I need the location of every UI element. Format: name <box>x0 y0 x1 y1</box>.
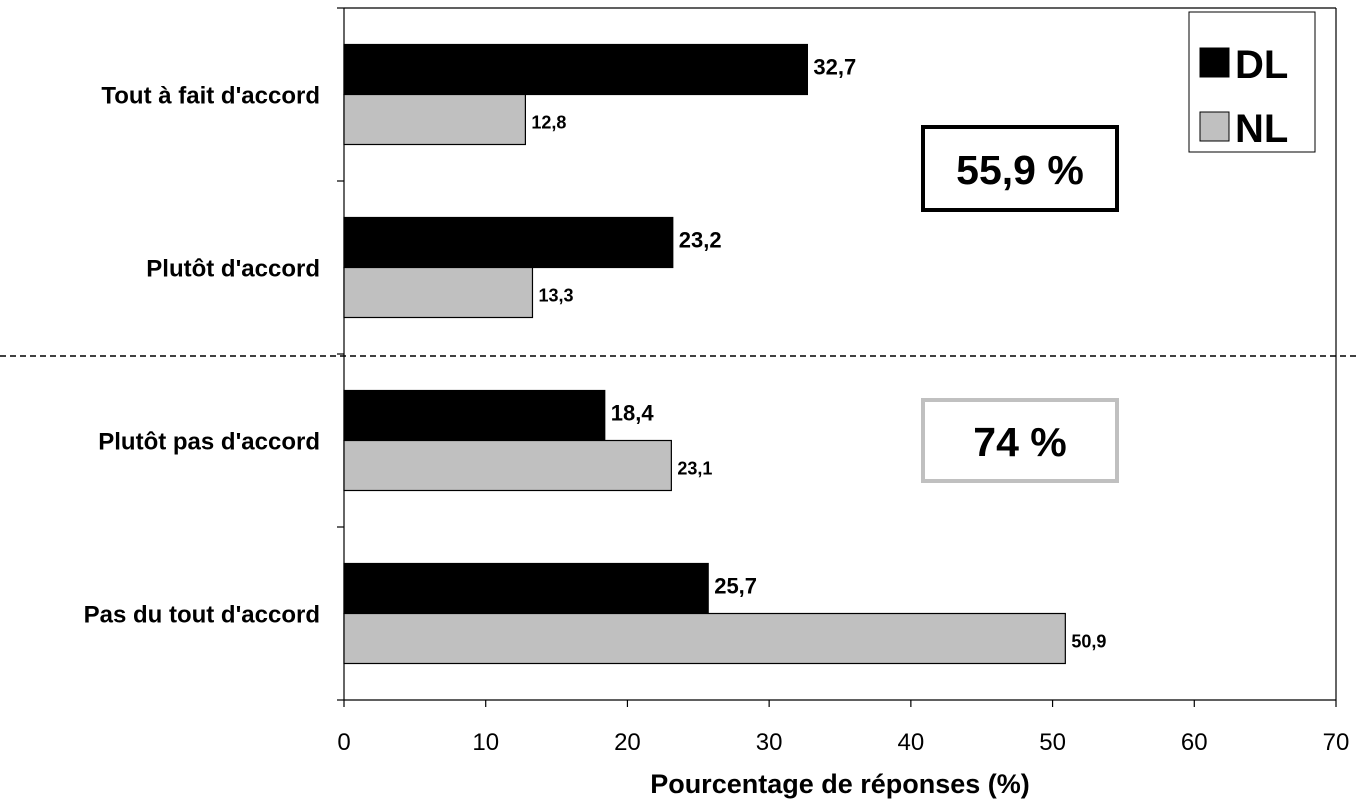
x-tick-label: 40 <box>898 729 925 756</box>
data-label-dl: 18,4 <box>611 401 655 426</box>
legend-label-dl: DL <box>1235 43 1288 87</box>
annotation-disagree-text: 74 % <box>973 419 1066 465</box>
category-label: Pas du tout d'accord <box>84 602 320 629</box>
data-label-nl: 50,9 <box>1071 632 1106 652</box>
category-label: Tout à fait d'accord <box>101 83 320 110</box>
legend-label-nl: NL <box>1235 107 1288 151</box>
annotation-box-agree: 55,9 % <box>921 125 1119 212</box>
bar-nl <box>343 93 526 146</box>
legend: DL NL <box>1188 11 1316 153</box>
data-label-dl: 23,2 <box>679 228 722 253</box>
x-tick-label: 10 <box>472 729 499 756</box>
legend-swatch-dl <box>1199 47 1230 78</box>
x-tick-label: 30 <box>756 729 783 756</box>
annotation-box-disagree: 74 % <box>921 398 1119 483</box>
data-label-nl: 13,3 <box>538 286 573 306</box>
bar-nl <box>343 266 534 319</box>
annotation-agree-text: 55,9 % <box>956 147 1084 193</box>
data-label-dl: 32,7 <box>813 55 856 80</box>
category-label: Plutôt pas d'accord <box>98 429 320 456</box>
x-tick-label: 50 <box>1039 729 1066 756</box>
data-label-nl: 23,1 <box>677 459 712 479</box>
x-tick-label: 0 <box>337 729 350 756</box>
labels: Tout à fait d'accord 32,7 12,8 Plutôt d'acc… <box>84 55 1107 652</box>
x-tick-label: 70 <box>1323 729 1350 756</box>
axes: 0 10 20 30 40 50 60 70 <box>337 7 1350 756</box>
bar-dl <box>343 216 674 269</box>
data-label-nl: 12,8 <box>531 113 566 133</box>
bar-dl <box>343 43 809 96</box>
bars <box>343 43 1066 665</box>
x-tick-label: 60 <box>1181 729 1208 756</box>
bar-nl <box>343 439 672 492</box>
bar-dl <box>343 562 709 615</box>
category-label: Plutôt d'accord <box>146 256 320 283</box>
legend-swatch-nl <box>1199 111 1230 142</box>
data-label-dl: 25,7 <box>714 574 757 599</box>
x-axis-title: Pourcentage de réponses (%) <box>650 769 1030 799</box>
bar-dl <box>343 389 606 442</box>
x-tick-label: 20 <box>614 729 641 756</box>
bar-nl <box>343 612 1066 665</box>
